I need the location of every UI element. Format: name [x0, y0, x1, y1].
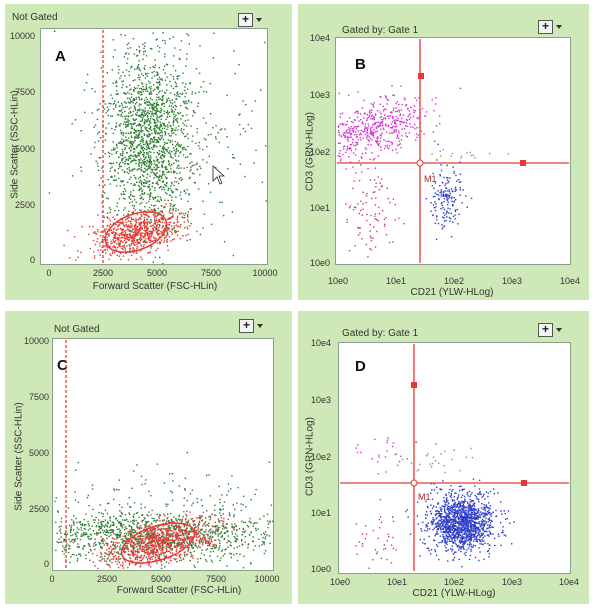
panel-title: Gated by: Gate 1	[342, 328, 419, 339]
y-tick: 10000	[9, 31, 35, 41]
gate-handle[interactable]	[411, 382, 417, 388]
panel-a-dots	[48, 30, 267, 265]
y-tick: 10e0	[310, 564, 331, 574]
y-tick: 10e2	[310, 452, 331, 462]
panel-b-dots	[337, 39, 569, 263]
x-axis-label: CD21 (YLW-HLog)	[410, 287, 494, 298]
panel-title: Gated by: Gate 1	[342, 25, 419, 36]
x-tick: 2500	[96, 574, 118, 584]
y-tick: 10000	[23, 336, 49, 346]
dropdown-caret-icon[interactable]	[257, 324, 263, 328]
gate-handle[interactable]	[520, 160, 526, 166]
x-tick: 10e3	[501, 276, 523, 286]
x-tick: 10e4	[558, 577, 580, 587]
plus-box-icon[interactable]: +	[538, 20, 553, 34]
y-tick: 10e3	[309, 90, 330, 100]
x-tick: 10e3	[501, 577, 523, 587]
panel-title: Not Gated	[12, 12, 58, 23]
mouse-pointer-icon	[212, 165, 226, 185]
x-tick: 10000	[252, 268, 278, 278]
gate-handle[interactable]	[521, 480, 527, 486]
x-axis-label: Forward Scatter (FSC-HLin)	[116, 585, 242, 596]
x-tick: 10e0	[329, 577, 351, 587]
marker-label: M1	[424, 174, 437, 184]
x-tick: 10e1	[386, 577, 408, 587]
y-tick: 2500	[14, 200, 35, 210]
y-tick: 5000	[28, 448, 49, 458]
panel-d-dots	[340, 344, 569, 571]
quadrant-center-handle[interactable]	[416, 159, 424, 167]
x-tick: 0	[49, 574, 55, 584]
x-tick: 10e4	[559, 276, 581, 286]
x-tick: 10000	[254, 574, 280, 584]
y-tick: 10e4	[310, 338, 331, 348]
plus-box-icon[interactable]: +	[238, 13, 253, 27]
y-tick: 0	[43, 559, 49, 569]
panel-letter: C	[57, 357, 68, 374]
y-tick: 2500	[28, 504, 49, 514]
panel-letter: A	[55, 48, 66, 65]
x-tick: 7500	[205, 574, 227, 584]
gate-ellipse[interactable]	[117, 515, 200, 571]
y-tick: 10e0	[309, 258, 330, 268]
y-tick: 10e1	[310, 508, 331, 518]
x-axis-label: Forward Scatter (FSC-HLin)	[92, 281, 218, 292]
dropdown-caret-icon[interactable]	[556, 328, 562, 332]
panel-c-dots	[54, 340, 274, 571]
plus-box-icon[interactable]: +	[538, 323, 553, 337]
y-tick: 7500	[28, 392, 49, 402]
plus-box-icon[interactable]: +	[239, 319, 254, 333]
x-tick: 7500	[200, 268, 222, 278]
quadrant-center-handle[interactable]	[410, 479, 418, 487]
y-tick: 10e1	[309, 203, 330, 213]
panel-letter: B	[355, 56, 366, 73]
x-tick: 10e2	[443, 276, 465, 286]
x-tick: 10e0	[327, 276, 349, 286]
x-tick: 10e1	[385, 276, 407, 286]
gate-handle[interactable]	[418, 73, 424, 79]
x-tick: 10e2	[443, 577, 465, 587]
dropdown-caret-icon[interactable]	[256, 18, 262, 22]
panel-title: Not Gated	[54, 324, 100, 335]
marker-label: M1	[418, 492, 431, 502]
x-tick: 2500	[92, 268, 114, 278]
x-tick: 5000	[150, 574, 172, 584]
y-tick: 10e4	[309, 33, 330, 43]
dropdown-caret-icon[interactable]	[556, 25, 562, 29]
x-tick: 0	[46, 268, 52, 278]
gate-ellipse[interactable]	[100, 204, 172, 260]
y-tick: 10e3	[310, 395, 331, 405]
y-tick: 0	[29, 255, 35, 265]
y-tick: 7500	[14, 87, 35, 97]
x-tick: 5000	[146, 268, 168, 278]
x-axis-label: CD21 (YLW-HLog)	[412, 588, 496, 599]
y-tick: 10e2	[309, 147, 330, 157]
panel-letter: D	[355, 358, 366, 375]
y-tick: 5000	[14, 144, 35, 154]
